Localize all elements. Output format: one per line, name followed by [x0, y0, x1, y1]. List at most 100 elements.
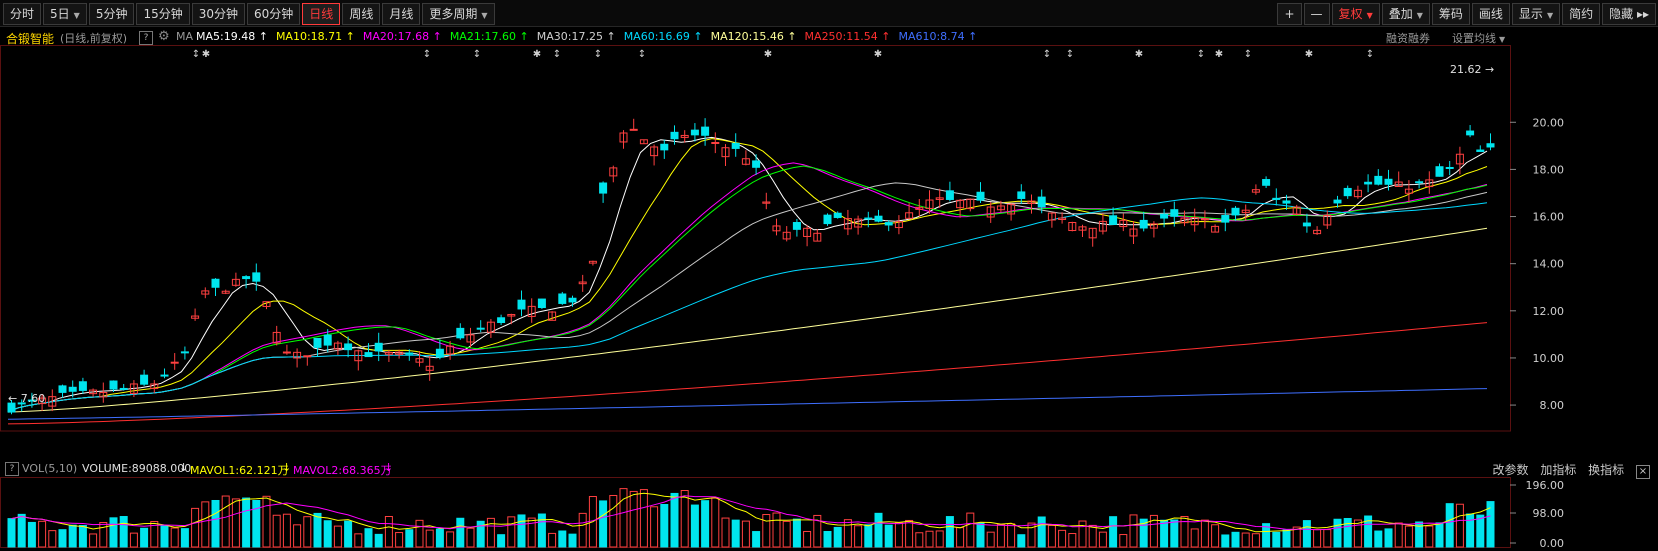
period-button[interactable]: 5日 ▼ [43, 3, 87, 25]
candle [303, 355, 312, 366]
overlay-dropdown[interactable]: 叠加 ▼ [1381, 3, 1430, 25]
volume-bar [119, 516, 128, 548]
candle [935, 188, 944, 208]
volume-bar [1027, 522, 1036, 548]
candle [1455, 146, 1464, 175]
ma-settings-dropdown[interactable]: 设置均线 ▼ [1452, 30, 1505, 46]
period-button[interactable]: 更多周期 ▼ [422, 3, 495, 25]
candle [1302, 213, 1311, 233]
candle-body [1282, 200, 1291, 204]
period-button[interactable]: 30分钟 [191, 3, 246, 25]
candle-body [1374, 175, 1383, 185]
ma-legend-item: MA60:16.69 ↑ [623, 30, 703, 43]
candle-body [58, 385, 67, 393]
volume-bar [68, 524, 77, 548]
period-button[interactable]: 15分钟 [136, 3, 190, 25]
candle [252, 263, 261, 291]
candle [537, 298, 546, 309]
candle-body [996, 205, 1005, 211]
volume-bar [996, 523, 1005, 548]
candle-body [1476, 149, 1485, 152]
volume-bar [1231, 531, 1240, 548]
candle [384, 349, 393, 362]
candle [221, 289, 230, 295]
event-marker: ✱ [874, 49, 882, 60]
candle [1231, 206, 1240, 221]
period-button[interactable]: 月线 [382, 3, 421, 25]
candle-body [1292, 206, 1301, 215]
event-marker: ↕ [638, 49, 646, 60]
volume-bar [527, 517, 536, 548]
fuquan-dropdown[interactable]: 复权 ▼ [1331, 3, 1380, 25]
candle-body [1302, 222, 1311, 227]
zoom-in-button[interactable]: + [1277, 3, 1302, 25]
candle-body [48, 396, 57, 407]
candle [741, 150, 750, 166]
hide-button[interactable]: 隐藏 ▸▸ [1602, 3, 1656, 25]
overlay-label: 叠加 [1388, 7, 1413, 21]
swap-indicator-link[interactable]: 换指标 [1588, 463, 1625, 477]
candle-body [425, 365, 434, 371]
candle-body [384, 352, 393, 355]
candle-body [925, 199, 934, 209]
candle-body [476, 327, 485, 330]
candle-body [558, 293, 567, 304]
period-button[interactable]: 周线 [342, 3, 381, 25]
volume-label: 0.00 [1540, 537, 1565, 550]
period-button[interactable]: 分时 [3, 3, 42, 25]
volume-bar [1129, 514, 1138, 548]
volume-bar [262, 495, 271, 548]
display-dropdown[interactable]: 显示 ▼ [1511, 3, 1561, 25]
gear-icon[interactable]: ⚙ [158, 29, 170, 44]
candle-body [966, 198, 975, 210]
volume-bar [1262, 523, 1271, 548]
display-label: 显示 [1518, 7, 1543, 21]
candle-body [333, 342, 342, 350]
candle [160, 368, 169, 379]
change-params-link[interactable]: 改参数 [1492, 463, 1529, 477]
close-icon[interactable]: × [1636, 465, 1650, 479]
candle-body [813, 232, 822, 242]
volume-bar [1170, 519, 1179, 548]
volume-bar [1466, 513, 1475, 548]
candle [1384, 169, 1393, 191]
candle [843, 209, 852, 236]
volume-bar [1272, 531, 1281, 548]
volume-bar [854, 525, 863, 548]
volume-bar [1007, 523, 1016, 548]
period-button[interactable]: 5分钟 [88, 3, 135, 25]
volume-chart[interactable]: 196.00 98.00 0.00 [0, 477, 1658, 551]
volume-bar [476, 520, 485, 548]
volume-bar [191, 507, 200, 548]
draw-line-button[interactable]: 画线 [1471, 3, 1510, 25]
zoom-out-button[interactable]: — [1303, 3, 1330, 25]
period-button[interactable]: 60分钟 [247, 3, 301, 25]
add-indicator-link[interactable]: 加指标 [1540, 463, 1577, 477]
candle-body [1170, 209, 1179, 217]
period-label: 更多周期 [429, 7, 478, 21]
volume-bar [129, 532, 138, 548]
candle-body [89, 389, 98, 395]
candle-body [242, 276, 251, 280]
mavol2-value: MAVOL2:68.365万 [293, 464, 392, 477]
candle-body [1394, 181, 1403, 187]
candle [619, 130, 628, 149]
candle-body [1088, 227, 1097, 239]
help-icon[interactable]: ? [5, 462, 19, 476]
candle-body [578, 281, 587, 285]
candle [354, 349, 363, 371]
chevron-down-icon: ▼ [73, 11, 80, 20]
financing-link[interactable]: 融资融券 [1386, 32, 1430, 45]
chips-button[interactable]: 筹码 [1431, 3, 1470, 25]
event-marker: ↕ [473, 49, 481, 60]
candle-body [1404, 188, 1413, 194]
candle [731, 133, 740, 157]
candle [1160, 208, 1169, 228]
candle-body [1466, 130, 1475, 136]
simple-button[interactable]: 简约 [1562, 3, 1601, 25]
period-button[interactable]: 日线 [302, 3, 341, 25]
volume-bar [650, 506, 659, 548]
candle [1221, 208, 1230, 232]
help-icon[interactable]: ? [139, 31, 153, 45]
